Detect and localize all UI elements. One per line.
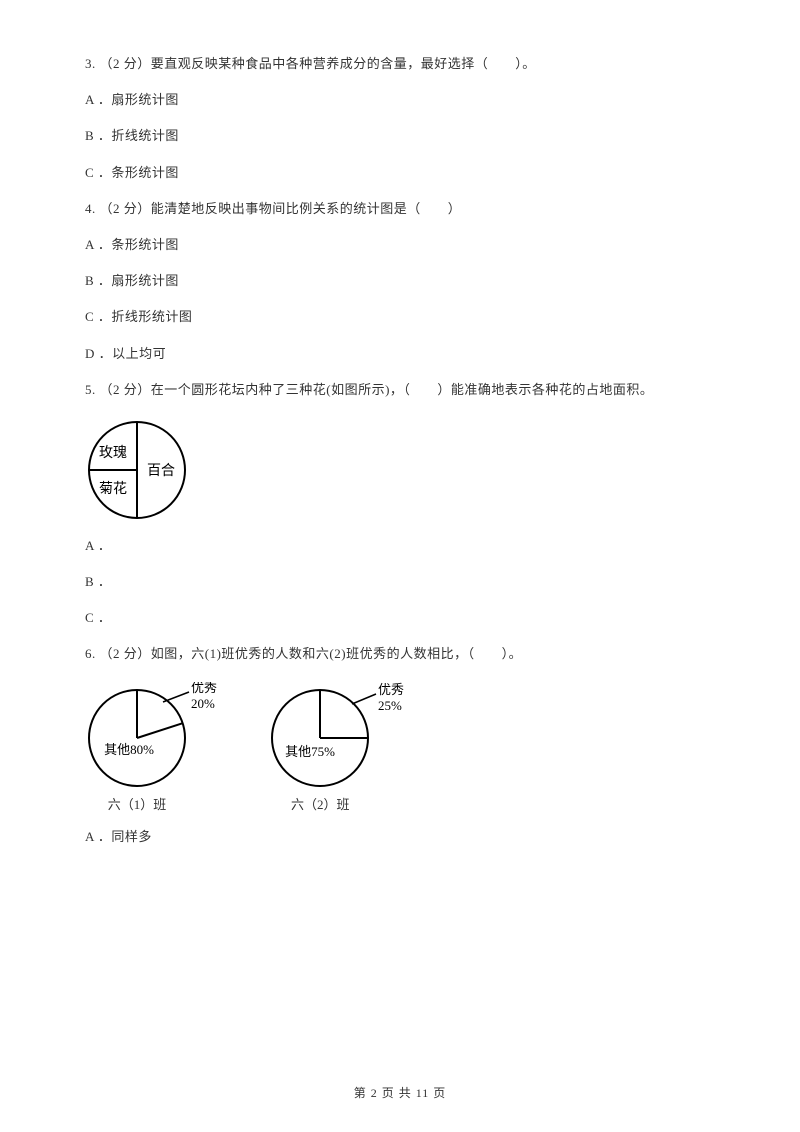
- q4-stem: 4. （2 分）能清楚地反映出事物间比例关系的统计图是（ ）: [85, 200, 715, 218]
- q6-pies-row: 优秀 20% 其他80% 六（1）班 优秀 25% 其他75: [85, 682, 715, 814]
- q3-opt-b: B ．折线统计图: [85, 127, 715, 145]
- page-content: 3. （2 分）要直观反映某种食品中各种营养成分的含量，最好选择（ ）。 A ．…: [0, 0, 800, 904]
- class2-excellent-label: 优秀: [378, 682, 404, 697]
- page-footer: 第 2 页 共 11 页: [0, 1085, 800, 1102]
- q5-opt-a: A ．: [85, 537, 715, 555]
- q4-opt-d: D ．以上均可: [85, 345, 715, 363]
- q4-opt-c: C ．折线形统计图: [85, 308, 715, 326]
- q6-opt-a: A ．同样多: [85, 828, 715, 846]
- q6-pie-class2: 优秀 25% 其他75% 六（2）班: [268, 682, 418, 814]
- q3-opt-c: C ．条形统计图: [85, 164, 715, 182]
- class2-excellent-pct: 25%: [378, 698, 402, 713]
- class1-excellent-label: 优秀: [191, 682, 217, 695]
- class1-excellent-pct: 20%: [191, 696, 215, 711]
- q4-opt-b: B ．扇形统计图: [85, 272, 715, 290]
- class1-pie-icon: 优秀 20% 其他80%: [85, 682, 235, 790]
- flower-label-lily: 百合: [147, 463, 175, 479]
- q5-stem: 5. （2 分）在一个圆形花坛内种了三种花(如图所示)，（ ）能准确地表示各种花…: [85, 381, 715, 399]
- class2-pie-icon: 优秀 25% 其他75%: [268, 682, 418, 790]
- q5-flower-pie: 玫瑰 菊花 百合: [85, 417, 715, 523]
- q6-pie-class1: 优秀 20% 其他80% 六（1）班: [85, 682, 235, 814]
- q6-stem: 6. （2 分）如图，六(1)班优秀的人数和六(2)班优秀的人数相比，（ ）。: [85, 645, 715, 663]
- q5-opt-b: B ．: [85, 573, 715, 591]
- q3-stem: 3. （2 分）要直观反映某种食品中各种营养成分的含量，最好选择（ ）。: [85, 55, 715, 73]
- flower-label-chrys: 菊花: [99, 481, 127, 497]
- q3-opt-a: A ．扇形统计图: [85, 91, 715, 109]
- class2-other-label: 其他75%: [285, 744, 335, 759]
- class1-other-label: 其他80%: [104, 742, 154, 757]
- flower-label-rose: 玫瑰: [99, 445, 127, 461]
- class2-caption: 六（2）班: [268, 796, 372, 814]
- class1-caption: 六（1）班: [85, 796, 189, 814]
- q4-opt-a: A ．条形统计图: [85, 236, 715, 254]
- flower-pie-icon: 玫瑰 菊花 百合: [85, 417, 195, 523]
- q5-opt-c: C ．: [85, 609, 715, 627]
